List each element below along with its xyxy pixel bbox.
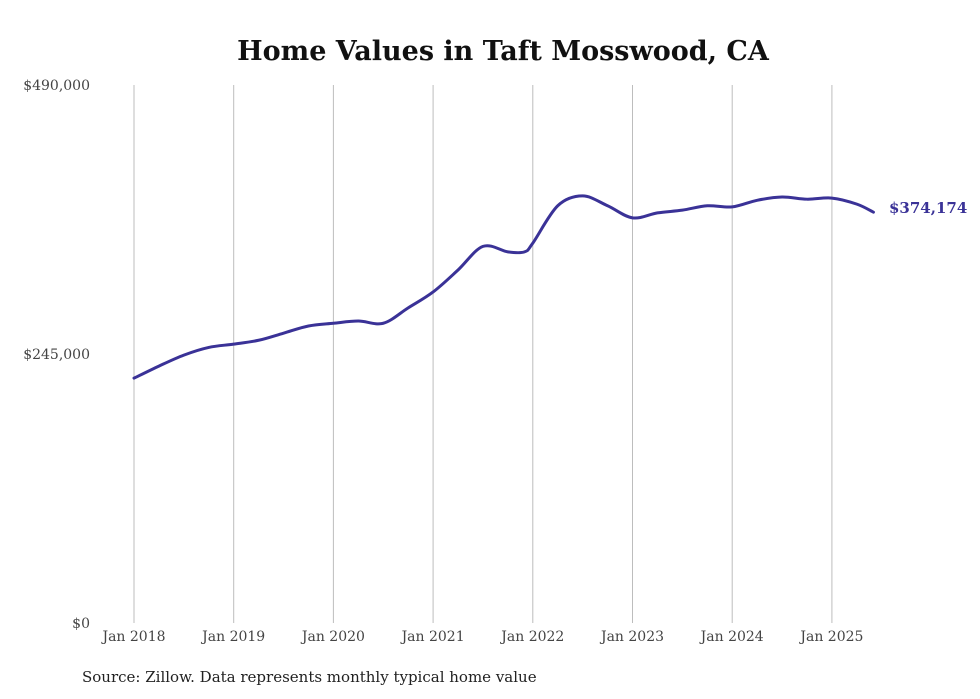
x-tick-label: Jan 2020 xyxy=(300,629,365,645)
y-tick-label: $490,000 xyxy=(23,78,90,94)
x-tick-label: Jan 2021 xyxy=(400,629,465,645)
x-tick-label: Jan 2018 xyxy=(100,629,165,645)
y-tick-label: $0 xyxy=(72,616,90,632)
x-tick-label: Jan 2025 xyxy=(798,629,863,645)
x-tick-label: Jan 2023 xyxy=(599,629,664,645)
x-tick-label: Jan 2024 xyxy=(699,629,764,645)
y-tick-label: $245,000 xyxy=(23,347,90,363)
chart-title: Home Values in Taft Mosswood, CA xyxy=(237,36,770,67)
x-tick-label: Jan 2022 xyxy=(499,629,564,645)
x-tick-label: Jan 2019 xyxy=(200,629,265,645)
source-note: Source: Zillow. Data represents monthly … xyxy=(82,668,537,686)
series-line xyxy=(132,194,875,380)
end-value-label: $374,174 xyxy=(889,199,967,217)
